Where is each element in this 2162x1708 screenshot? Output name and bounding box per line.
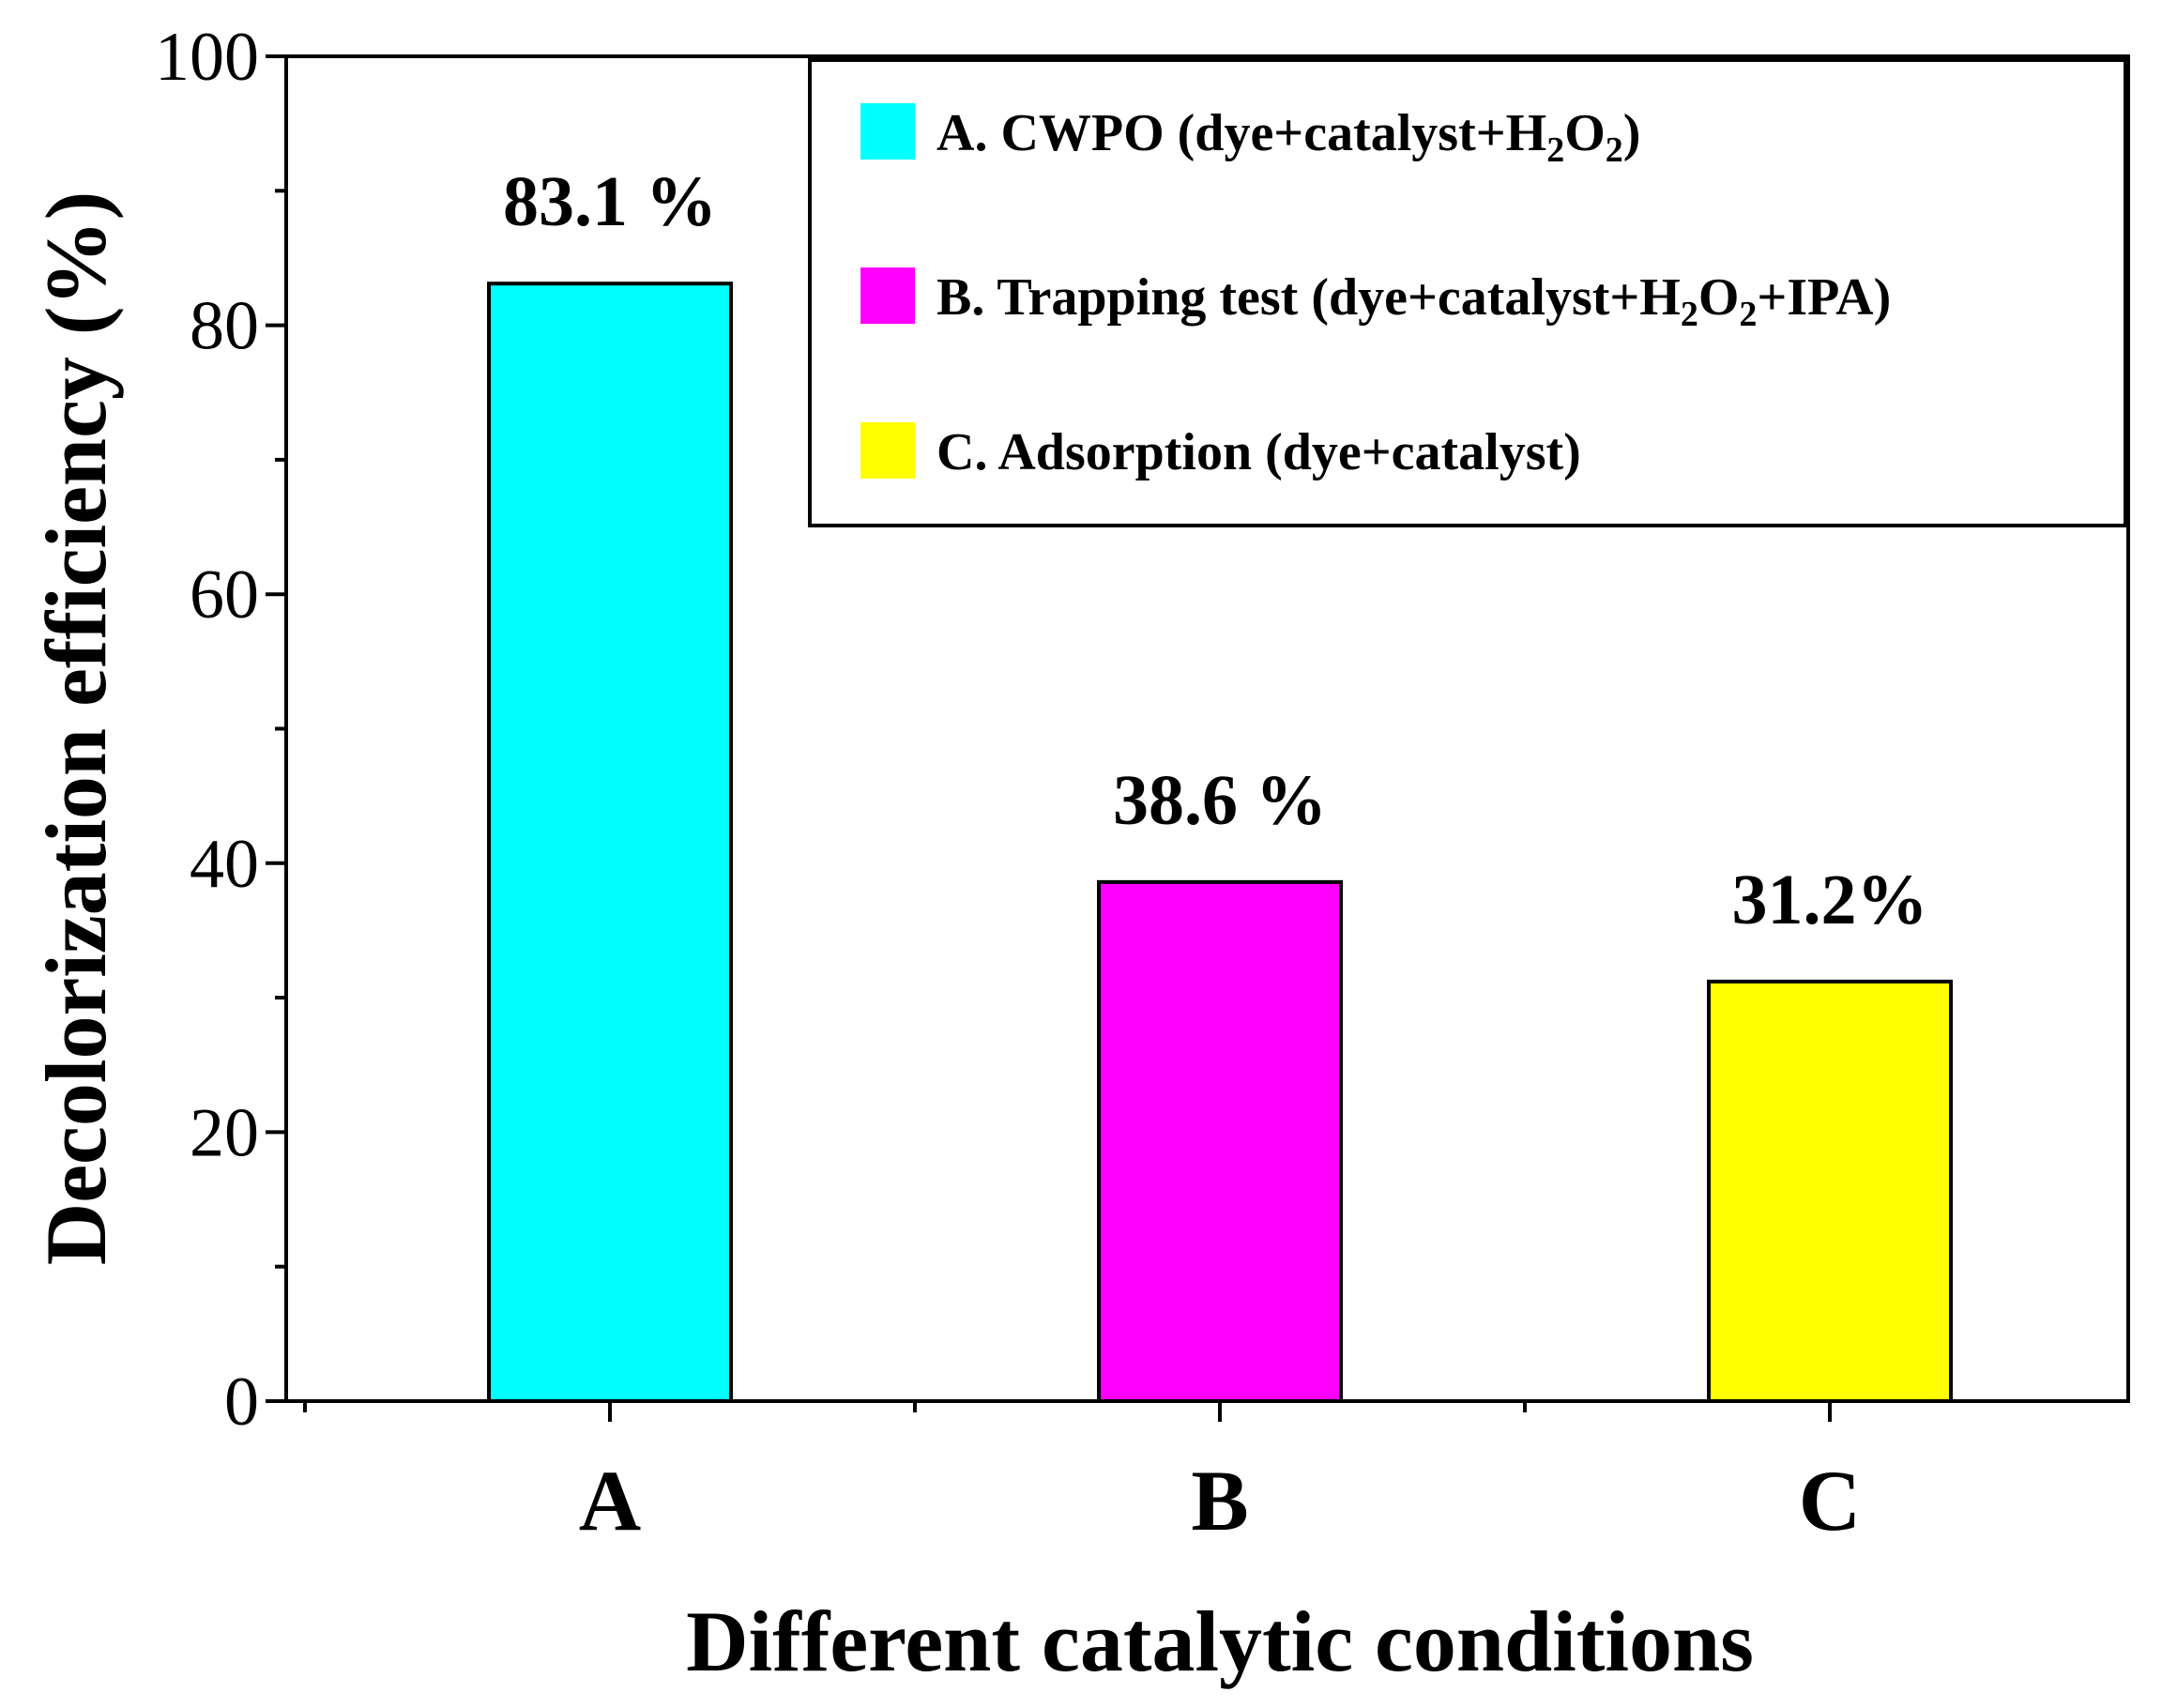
legend: A. CWPO (dye+catalyst+H2O2) B. Trapping t… xyxy=(808,58,2127,527)
y-tick-label: 80 xyxy=(190,288,259,365)
legend-label-B: B. Trapping test (dye+catalyst+H2O2+IPA) xyxy=(936,268,1891,334)
bar-B xyxy=(1097,879,1343,1403)
y-tick-label: 0 xyxy=(224,1364,259,1441)
bar-A xyxy=(487,282,733,1403)
legend-swatch-C xyxy=(860,422,915,479)
legend-label-C: C. Adsorption (dye+catalyst) xyxy=(936,423,1581,481)
x-axis-title: Different catalytic conditions xyxy=(686,1594,1754,1689)
legend-label-A: A. CWPO (dye+catalyst+H2O2) xyxy=(936,104,1640,170)
y-tick-label: 20 xyxy=(190,1094,259,1171)
x-axis: A B C xyxy=(303,1401,1861,1548)
legend-swatch-A xyxy=(860,103,915,160)
y-tick-label: 40 xyxy=(190,826,259,903)
y-axis-title: Decolorization efficiency (%) xyxy=(28,191,124,1265)
data-label-A: 83.1 % xyxy=(503,162,717,241)
data-labels-group: 83.1 % 38.6 % 31.2% xyxy=(503,162,1928,939)
data-label-C: 31.2% xyxy=(1732,861,1928,939)
y-tick-label: 100 xyxy=(155,19,259,96)
bar-C xyxy=(1707,979,1953,1404)
x-tick-label: A xyxy=(579,1453,641,1548)
x-tick-label: B xyxy=(1191,1453,1248,1548)
legend-swatch-B xyxy=(860,267,915,324)
legend-box xyxy=(808,58,2127,527)
x-tick-label: C xyxy=(1799,1453,1861,1548)
y-axis: 0 20 40 60 80 100 xyxy=(155,19,286,1441)
data-label-B: 38.6 % xyxy=(1113,761,1327,840)
y-tick-label: 60 xyxy=(190,557,259,633)
bars-group xyxy=(487,282,1953,1404)
